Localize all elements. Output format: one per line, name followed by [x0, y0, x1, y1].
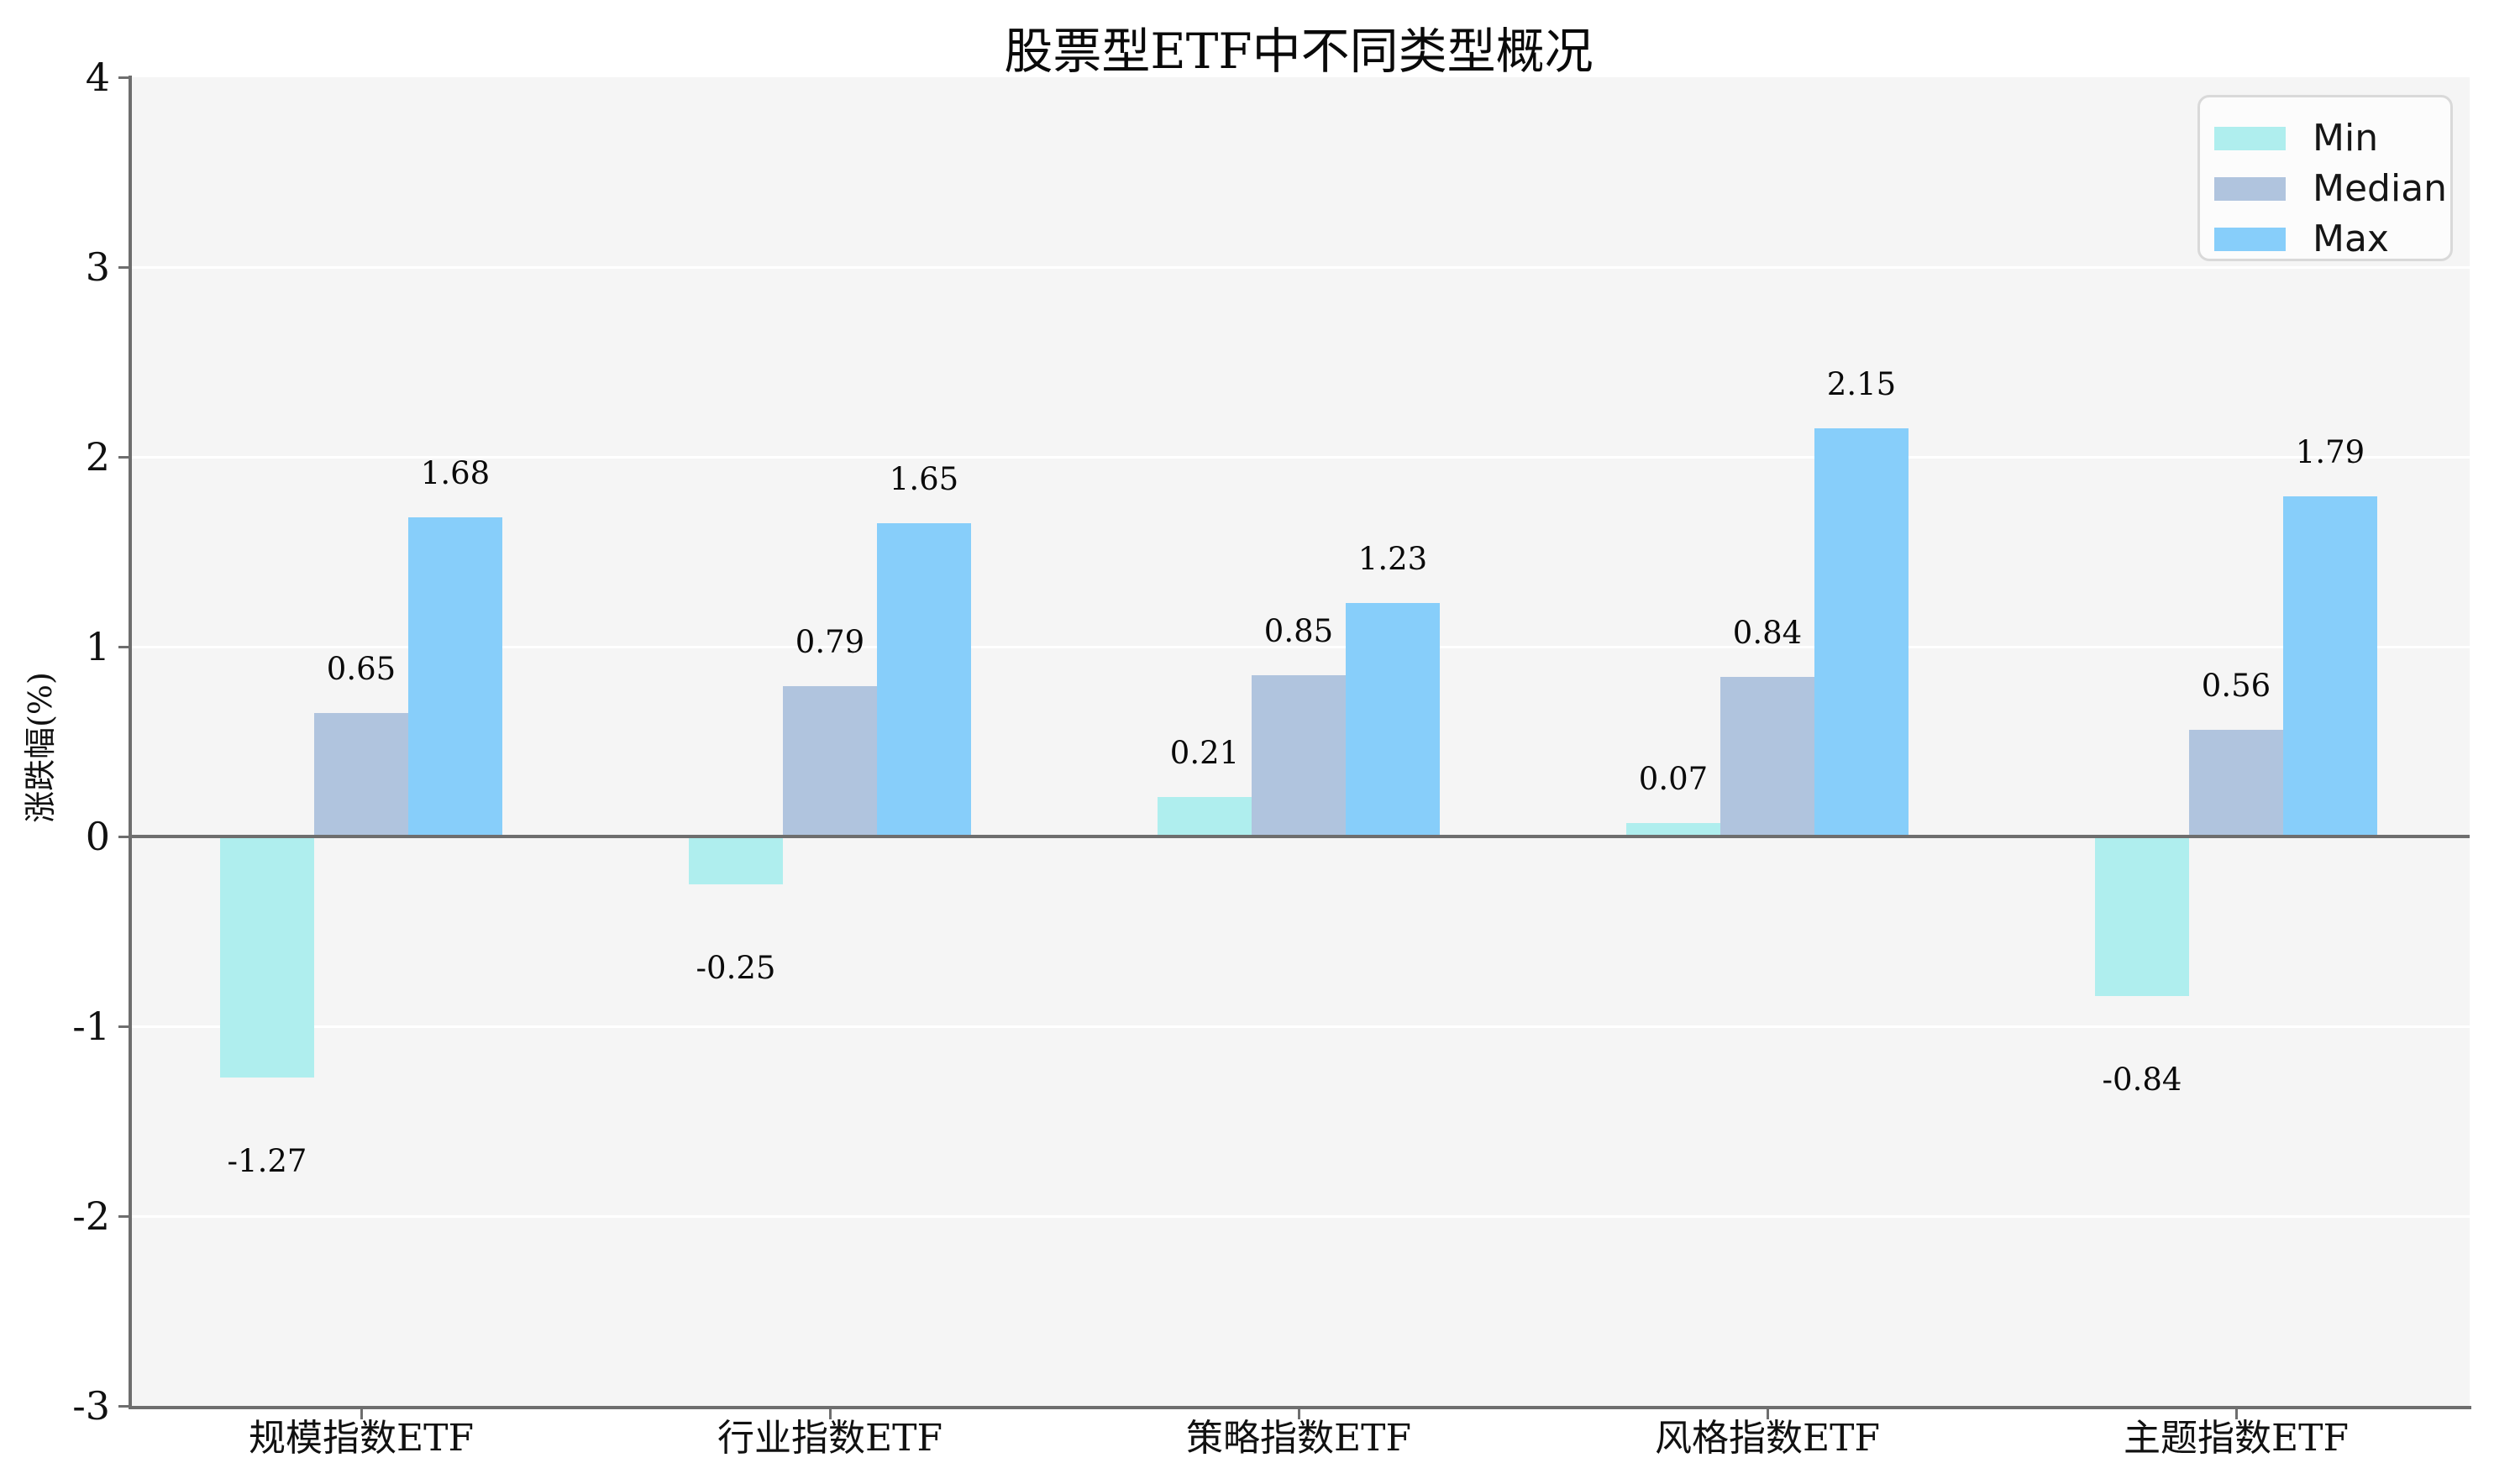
- bar-median-1: [314, 713, 408, 836]
- value-label-min-3: 0.21: [1169, 734, 1240, 771]
- bar-max-3: [1346, 603, 1440, 836]
- bar-max-1: [408, 517, 502, 836]
- value-label-median-3: 0.85: [1263, 612, 1334, 649]
- value-label-max-4: 2.15: [1826, 366, 1897, 403]
- x-axis-label: 规模指数ETF: [249, 1417, 474, 1460]
- gridline: [130, 1214, 2470, 1218]
- legend-item-min: Min: [2214, 113, 2450, 164]
- bar-min-1: [220, 836, 314, 1078]
- bar-min-3: [1158, 796, 1252, 836]
- x-tick: [1766, 1409, 1769, 1419]
- value-label-median-4: 0.84: [1732, 615, 1803, 652]
- bar-max-4: [1814, 428, 1909, 836]
- y-tick-label: -3: [72, 1383, 110, 1429]
- y-tick-label: -1: [72, 1004, 110, 1049]
- value-label-max-3: 1.23: [1357, 541, 1428, 578]
- bar-min-2: [689, 836, 783, 884]
- y-tick-label: 0: [85, 814, 110, 859]
- bar-max-5: [2283, 496, 2377, 836]
- bar-min-5: [2095, 836, 2189, 996]
- y-tick: [118, 1404, 129, 1408]
- legend-swatch-median: [2214, 177, 2286, 201]
- value-label-min-1: -1.27: [227, 1143, 307, 1180]
- bar-median-3: [1252, 674, 1346, 836]
- value-label-median-2: 0.79: [795, 624, 865, 661]
- legend-item-max: Max: [2214, 214, 2450, 265]
- y-tick: [118, 1214, 129, 1218]
- legend-label-max: Max: [2313, 218, 2389, 260]
- legend-item-median: Median: [2214, 164, 2450, 214]
- y-tick-label: 1: [85, 624, 110, 669]
- y-tick: [118, 1025, 129, 1028]
- y-tick-label: -2: [72, 1193, 110, 1239]
- value-label-median-5: 0.56: [2201, 668, 2271, 705]
- value-label-min-4: 0.07: [1638, 761, 1709, 798]
- x-tick: [2234, 1409, 2238, 1419]
- bar-min-4: [1626, 823, 1720, 836]
- x-tick: [828, 1409, 832, 1419]
- bar-median-4: [1720, 677, 1814, 836]
- gridline: [130, 265, 2470, 269]
- value-label-median-1: 0.65: [326, 651, 396, 688]
- x-tick: [1297, 1409, 1300, 1419]
- x-axis-label: 行业指数ETF: [717, 1417, 942, 1460]
- bar-max-2: [877, 523, 971, 836]
- zero-line: [130, 835, 2470, 838]
- value-label-min-5: -0.84: [2102, 1061, 2182, 1098]
- y-tick: [118, 645, 129, 648]
- legend-label-min: Min: [2313, 117, 2379, 160]
- gridline: [130, 455, 2470, 459]
- y-tick: [118, 265, 129, 269]
- gridline: [130, 645, 2470, 648]
- x-axis-label: 策略指数ETF: [1186, 1417, 1411, 1460]
- value-label-min-2: -0.25: [696, 949, 776, 986]
- x-axis-label: 主题指数ETF: [2124, 1417, 2349, 1460]
- gridline: [130, 1025, 2470, 1028]
- bar-median-5: [2189, 730, 2283, 836]
- legend-swatch-max: [2214, 228, 2286, 251]
- y-tick: [118, 455, 129, 459]
- x-axis-spine: [129, 1406, 2471, 1409]
- legend-label-median: Median: [2313, 167, 2448, 210]
- value-label-max-1: 1.68: [420, 455, 491, 492]
- y-tick-label: 3: [85, 244, 110, 290]
- y-tick-label: 2: [85, 434, 110, 480]
- legend-swatch-min: [2214, 127, 2286, 150]
- legend: Min Median Max: [2197, 95, 2453, 261]
- value-label-max-5: 1.79: [2295, 434, 2365, 471]
- y-tick: [118, 76, 129, 79]
- x-axis-label: 风格指数ETF: [1655, 1417, 1880, 1460]
- bar-median-2: [783, 686, 877, 836]
- y-axis-spine: [129, 76, 132, 1409]
- y-tick: [118, 835, 129, 838]
- value-label-max-2: 1.65: [889, 461, 959, 498]
- y-tick-label: 4: [85, 55, 110, 100]
- chart-title: 股票型ETF中不同类型概况: [1004, 23, 1594, 80]
- x-tick: [360, 1409, 363, 1419]
